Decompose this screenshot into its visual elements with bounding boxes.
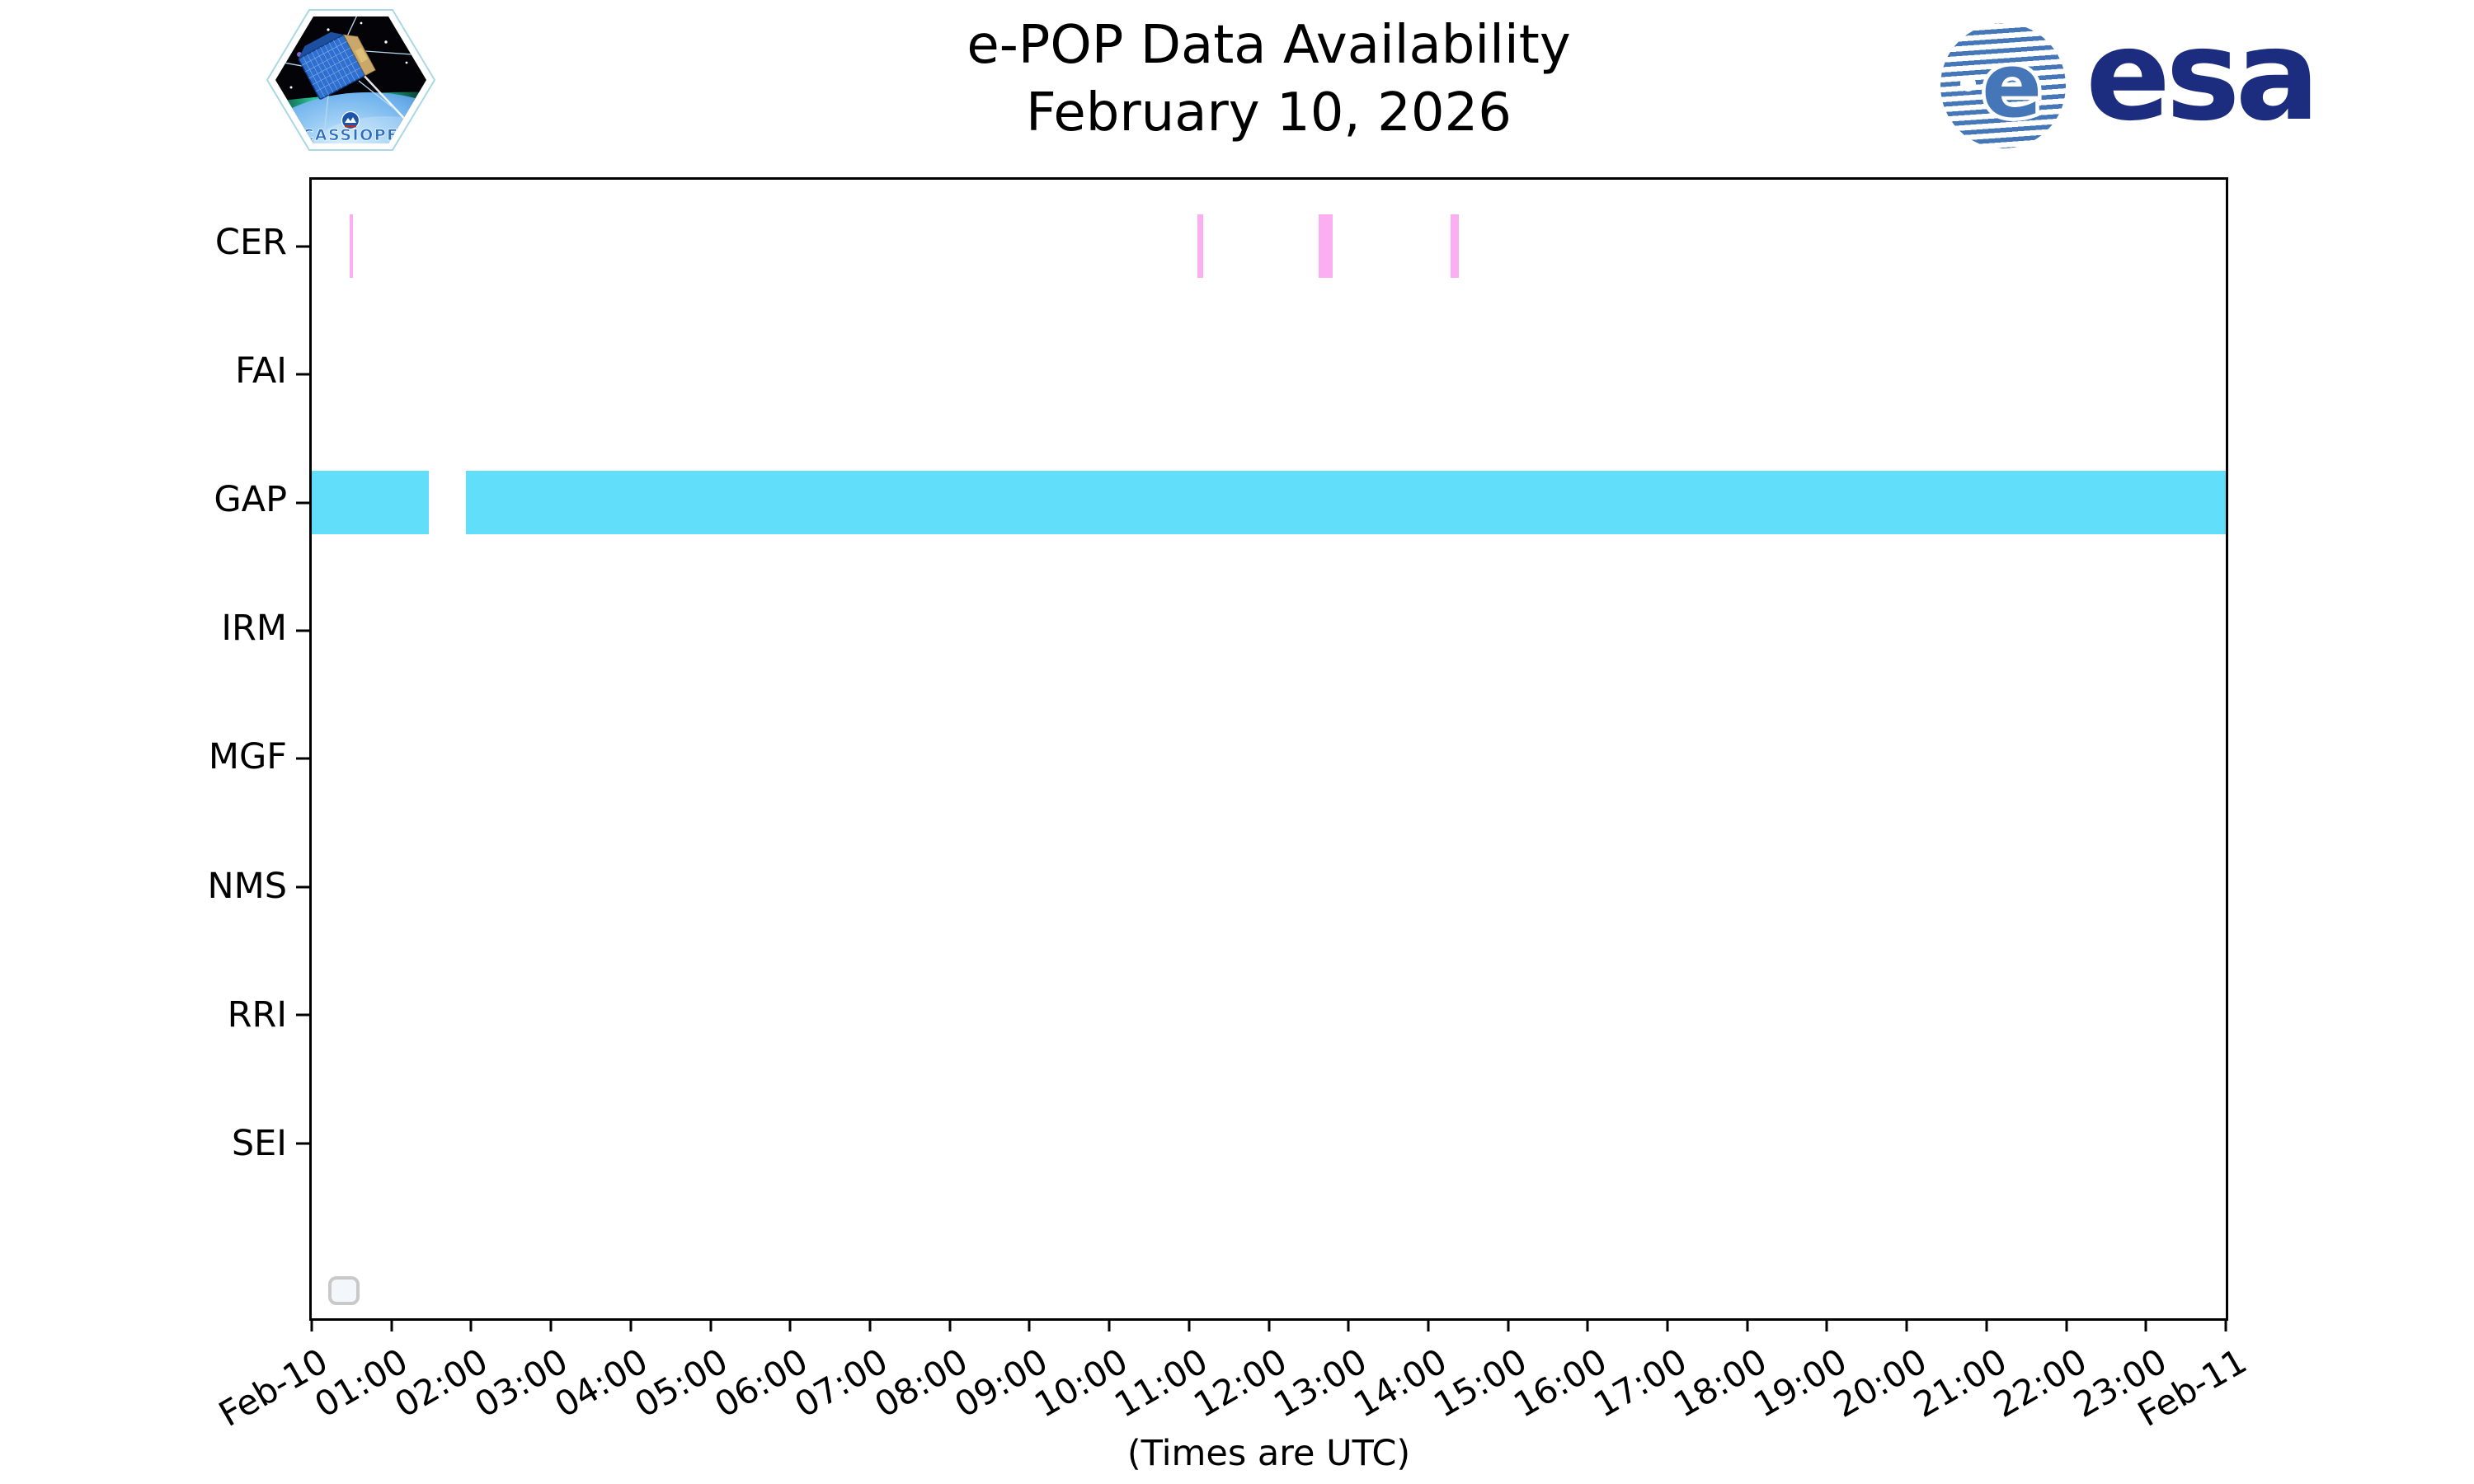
y-tick-NMS xyxy=(296,885,309,889)
availability-bar-CER xyxy=(1197,214,1203,279)
x-tick-21:00 xyxy=(1985,1318,1988,1331)
y-tick-SEI xyxy=(296,1142,309,1145)
legend-box xyxy=(328,1276,360,1305)
plot-area xyxy=(296,177,2228,1331)
esa-globe-e-fill: e xyxy=(1982,35,2043,138)
x-axis-label-01:00: 01:00 xyxy=(308,1341,415,1425)
x-tick-22:00 xyxy=(2065,1318,2068,1331)
availability-bar-CER xyxy=(1319,214,1333,279)
y-axis-label-CER: CER xyxy=(214,222,287,263)
y-tick-RRI xyxy=(296,1013,309,1017)
chart-title: e-POP Data Availability xyxy=(967,15,1571,76)
y-axis-label-NMS: NMS xyxy=(207,865,287,907)
x-axis-label-08:00: 08:00 xyxy=(867,1341,975,1425)
patch-cassiope-text: CASSIOPE xyxy=(302,126,398,144)
x-tick-07:00 xyxy=(868,1318,872,1331)
y-axis-label-RRI: RRI xyxy=(227,993,287,1036)
cassiope-logo: CASSIOPE xyxy=(266,9,436,151)
x-axis-label-07:00: 07:00 xyxy=(787,1341,895,1425)
x-axis-caption: (Times are UTC) xyxy=(1126,1433,1411,1474)
y-tick-GAP xyxy=(296,501,309,504)
y-axis-label-FAI: FAI xyxy=(235,350,287,392)
x-tick-10:00 xyxy=(1108,1318,1111,1331)
y-tick-FAI xyxy=(296,373,309,376)
x-axis-label-02:00: 02:00 xyxy=(388,1341,495,1425)
esa-globe-e-outline: e xyxy=(1978,31,2045,142)
x-tick-11:00 xyxy=(1188,1318,1191,1331)
y-axis-label-IRM: IRM xyxy=(221,608,287,650)
esa-globe-dot xyxy=(1960,76,1976,92)
x-tick-12:00 xyxy=(1268,1318,1270,1331)
availability-bar-CER xyxy=(1451,214,1460,279)
x-axis-label-09:00: 09:00 xyxy=(947,1341,1055,1425)
esa-logo: e e esa xyxy=(1940,2,2328,162)
chart-subtitle: February 10, 2026 xyxy=(1026,82,1512,143)
y-tick-MGF xyxy=(296,757,309,760)
x-tick-23:00 xyxy=(2144,1318,2147,1331)
x-tick-20:00 xyxy=(1905,1318,1908,1331)
x-tick-06:00 xyxy=(788,1318,792,1331)
y-axis-label-SEI: SEI xyxy=(231,1122,287,1164)
x-tick-13:00 xyxy=(1347,1318,1350,1331)
patch-emblem xyxy=(341,110,360,130)
patch-satellite xyxy=(275,16,412,141)
x-tick-15:00 xyxy=(1507,1318,1510,1331)
y-axis-label-GAP: GAP xyxy=(214,479,287,521)
y-tick-CER xyxy=(296,245,309,248)
x-tick-16:00 xyxy=(1586,1318,1589,1331)
patch-beam xyxy=(359,70,413,128)
availability-bar-GAP xyxy=(312,470,429,535)
x-tick-08:00 xyxy=(948,1318,952,1331)
chart-title-block: e-POP Data Availability February 10, 202… xyxy=(309,12,2228,147)
x-axis-label-10:00: 10:00 xyxy=(1027,1341,1135,1425)
x-tick-Feb-11 xyxy=(2224,1318,2227,1331)
x-tick-03:00 xyxy=(549,1318,553,1331)
esa-globe-icon: e e xyxy=(1940,23,2066,148)
x-tick-18:00 xyxy=(1746,1318,1749,1331)
x-tick-02:00 xyxy=(469,1318,473,1331)
availability-bar-GAP xyxy=(465,470,2226,535)
x-tick-17:00 xyxy=(1666,1318,1669,1331)
y-axis-label-MGF: MGF xyxy=(208,736,287,778)
bars-layer xyxy=(312,180,2226,1318)
x-axis-label-06:00: 06:00 xyxy=(707,1341,815,1425)
x-tick-14:00 xyxy=(1427,1318,1430,1331)
x-tick-Feb-10 xyxy=(310,1318,313,1331)
esa-wordmark: esa xyxy=(2086,2,2320,148)
x-tick-19:00 xyxy=(1825,1318,1828,1331)
y-tick-IRM xyxy=(296,629,309,632)
x-tick-01:00 xyxy=(390,1318,393,1331)
x-tick-09:00 xyxy=(1028,1318,1031,1331)
availability-bar-CER xyxy=(349,214,354,279)
x-tick-04:00 xyxy=(629,1318,633,1331)
x-tick-05:00 xyxy=(709,1318,713,1331)
y-axis-labels: CER FAI GAP IRM MGF NMS RRI SEI xyxy=(0,177,290,1321)
x-axis-label-03:00: 03:00 xyxy=(468,1341,575,1425)
x-axis-label-05:00: 05:00 xyxy=(627,1341,735,1425)
x-axis-label-04:00: 04:00 xyxy=(548,1341,655,1425)
